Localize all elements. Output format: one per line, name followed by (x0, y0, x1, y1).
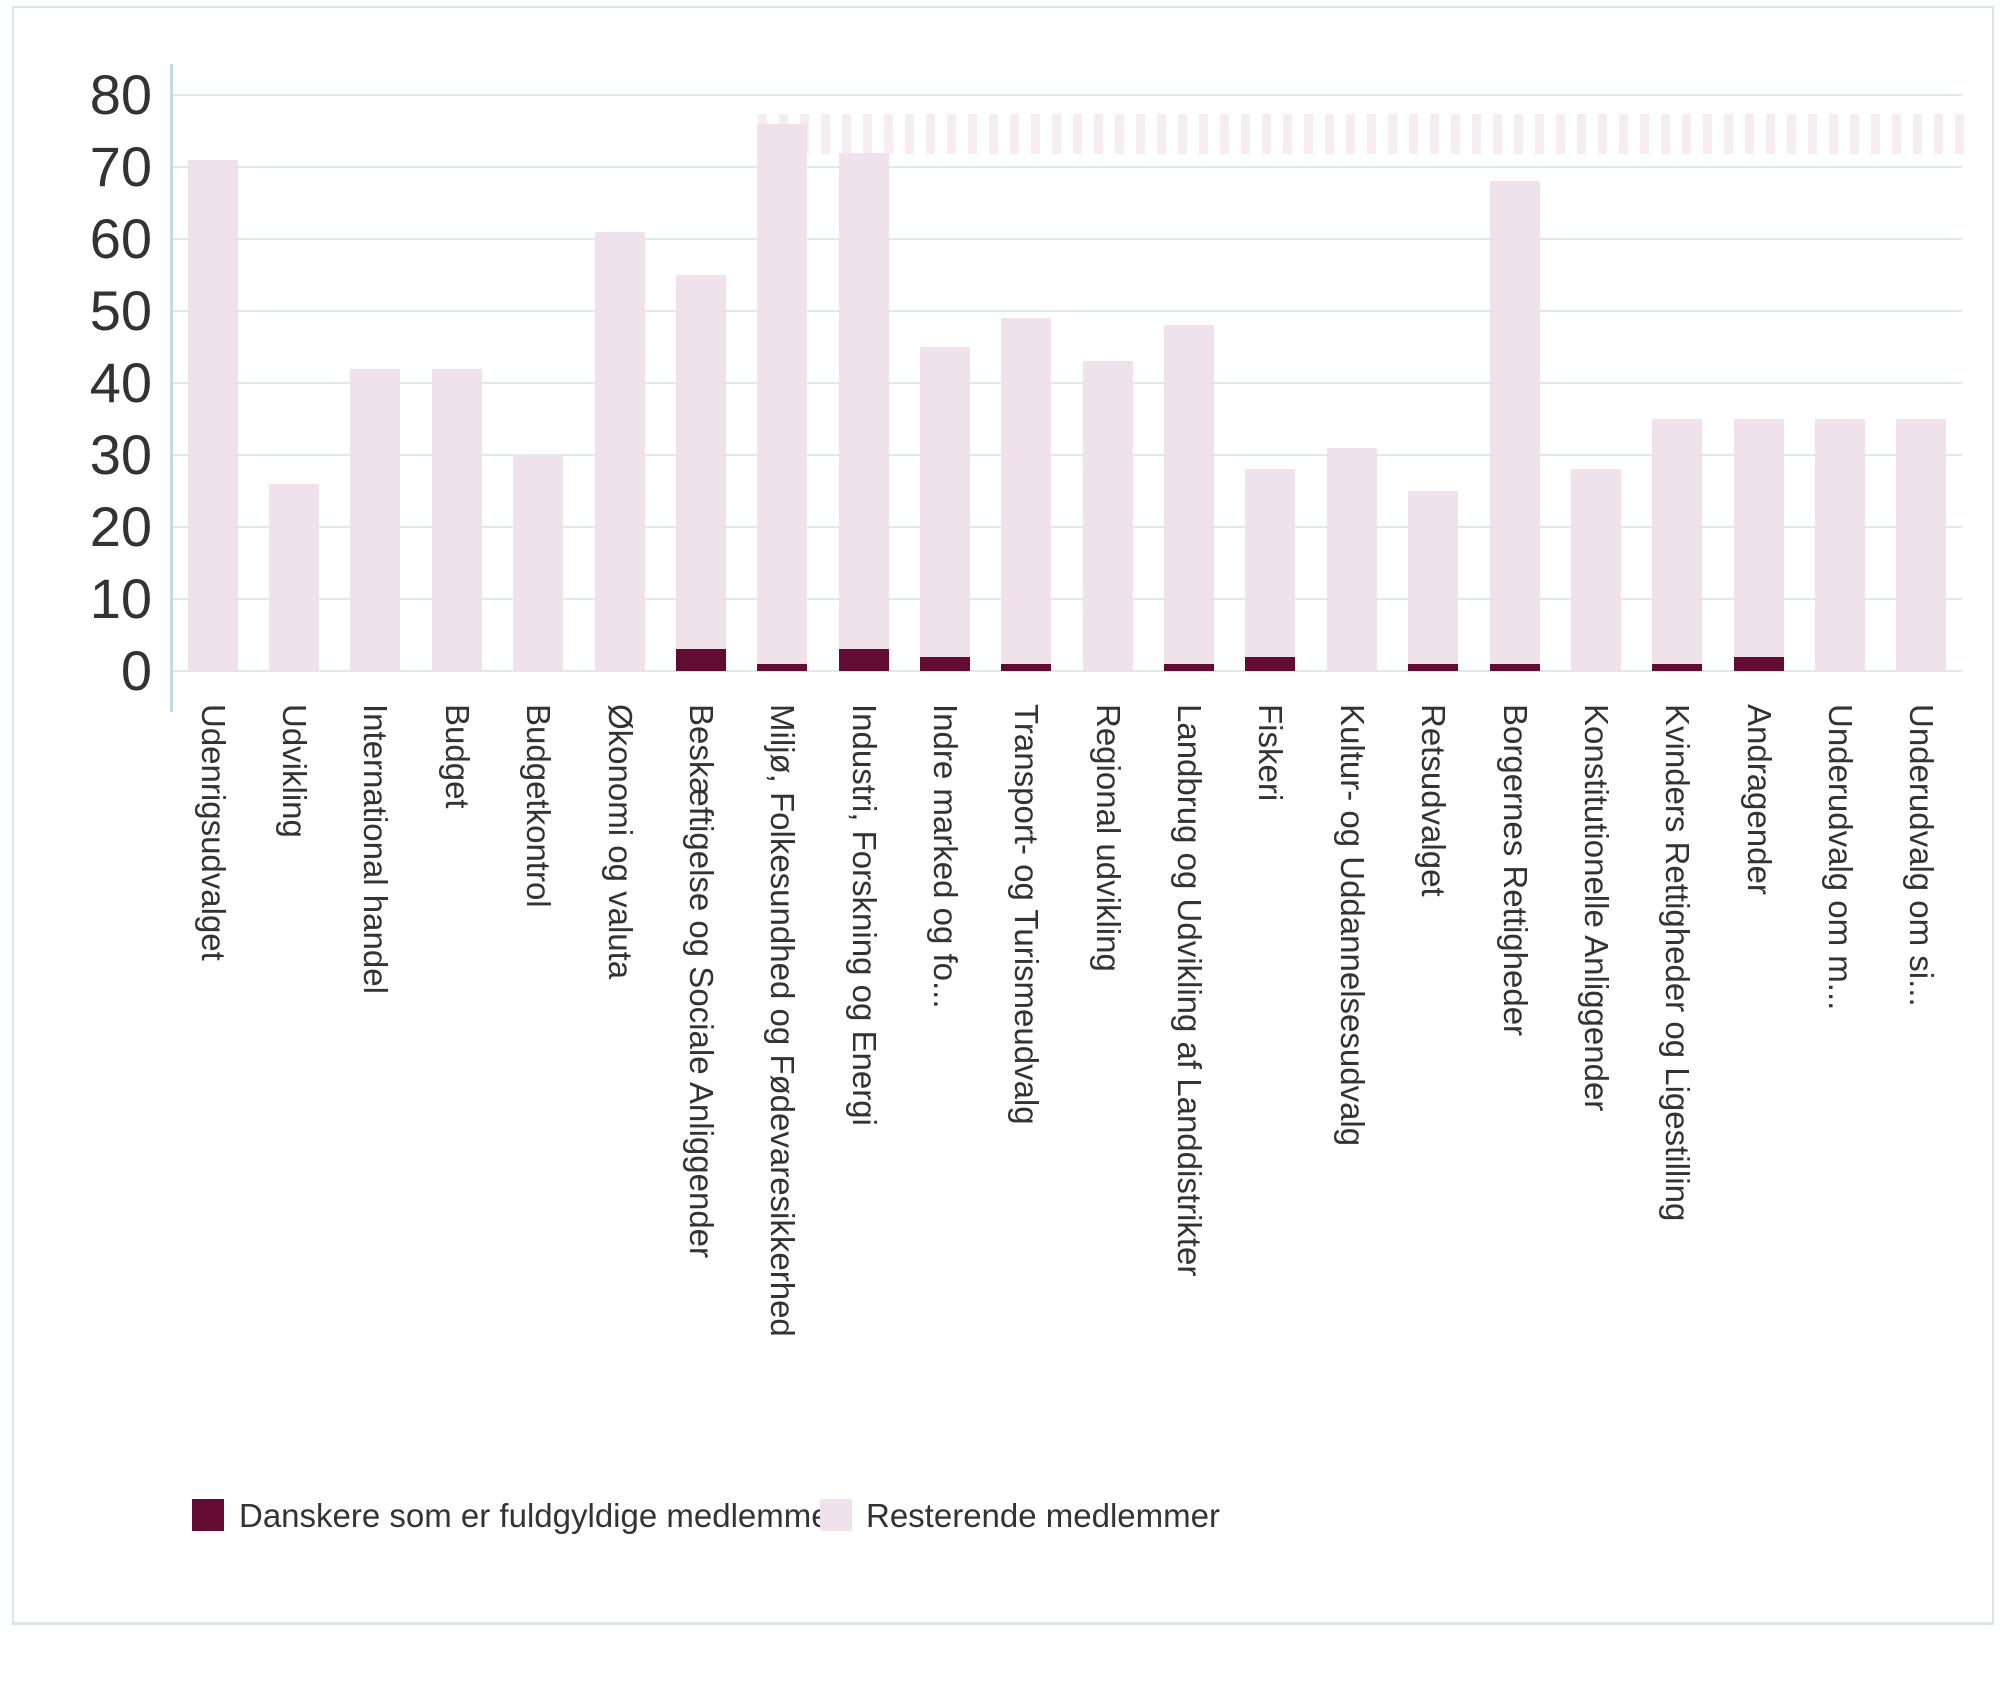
bar-segment-danskere (675, 649, 726, 671)
bar-segment-resterende (1814, 419, 1865, 671)
texture-artifact-dashes (758, 114, 1972, 154)
x-category-label: Borgernes Rettigheder (1496, 704, 1534, 1037)
bar-segment-resterende (269, 483, 320, 671)
chart-frame: 0 10 20 30 40 50 60 70 80 Udenrigsudvalget Udvikli… (12, 6, 1994, 1625)
bar-segment-danskere (1489, 663, 1540, 671)
x-category-label: Underudvalg om m... (1821, 704, 1859, 1011)
bar-segment-danskere (838, 649, 889, 671)
bar-segment-resterende (594, 231, 645, 671)
y-tick-label: 20 (89, 495, 152, 558)
bar-segment-resterende (513, 455, 564, 671)
x-category-label: Regional udvikling (1089, 704, 1127, 972)
gridline (172, 94, 1962, 96)
y-tick-label: 60 (89, 207, 152, 270)
x-category-label: Andragender (1740, 704, 1778, 895)
bar-segment-danskere (757, 663, 808, 671)
legend-label-resterende: Resterende medlemmer (866, 1497, 1220, 1534)
bar-segment-danskere (1164, 663, 1215, 671)
x-category-label: Budgetkontrol (520, 704, 558, 908)
bar-segment-danskere (1733, 656, 1784, 671)
bar-segment-resterende (1733, 419, 1784, 657)
bar-segment-resterende (1896, 419, 1947, 671)
x-category-label: Miljø, Folkesundhed og Fødevaresikkerhed (764, 704, 802, 1337)
legend-swatch-resterende (820, 1499, 852, 1531)
y-axis-line (170, 64, 173, 712)
y-tick-label: 70 (89, 135, 152, 198)
gridline (172, 382, 1962, 384)
gridline (172, 454, 1962, 456)
bar-segment-resterende (1326, 447, 1377, 671)
y-tick-label: 30 (89, 423, 152, 486)
bar-segment-resterende (1164, 325, 1215, 664)
bar-segment-resterende (1408, 491, 1459, 664)
legend-label-danskere: Danskere som er fuldgyldige medlemmer (239, 1497, 841, 1534)
y-tick-label: 80 (89, 63, 152, 126)
gridline (172, 310, 1962, 312)
bar-segment-resterende (431, 368, 482, 671)
x-category-label: Kultur- og Uddannelsesudvalg (1333, 704, 1371, 1147)
x-category-label: Budget (438, 704, 476, 809)
x-category-label: Økonomi og valuta (601, 704, 639, 980)
x-category-label: Fiskeri (1252, 704, 1290, 802)
bar-segment-danskere (1408, 663, 1459, 671)
bar-segment-resterende (675, 275, 726, 650)
bar-segment-danskere (1245, 656, 1296, 671)
bar-segment-resterende (1082, 361, 1133, 671)
x-category-label: Udvikling (276, 704, 314, 838)
x-category-label: Landbrug og Udvikling af Landdistrikter (1171, 704, 1209, 1277)
x-category-label: Kvinders Rettigheder og Ligestilling (1659, 704, 1697, 1222)
bar-segment-resterende (1652, 419, 1703, 664)
bar-segment-resterende (838, 152, 889, 650)
legend-swatch-danskere (192, 1499, 224, 1531)
x-category-label: Beskæftigelse og Sociale Anliggender (682, 704, 720, 1259)
x-category-label: Industri, Forskning og Energi (845, 704, 883, 1126)
bar-segment-resterende (1001, 318, 1052, 664)
gridline (172, 670, 1962, 672)
bar-segment-danskere (1001, 663, 1052, 671)
bar-segment-danskere (1652, 663, 1703, 671)
x-category-label: Indre marked og fo... (926, 704, 964, 1009)
gridline (172, 166, 1962, 168)
x-category-label: Retsudvalget (1415, 704, 1453, 897)
bar-segment-resterende (187, 159, 238, 671)
gridline (172, 238, 1962, 240)
bar-segment-resterende (1489, 181, 1540, 664)
gridline (172, 526, 1962, 528)
y-tick-label: 50 (89, 279, 152, 342)
y-tick-label: 0 (120, 639, 152, 702)
y-tick-label: 10 (89, 567, 152, 630)
x-category-label: Underudvalg om si... (1903, 704, 1941, 1007)
bar-segment-resterende (1570, 469, 1621, 671)
x-category-label: International handel (357, 704, 395, 994)
bar-segment-resterende (1245, 469, 1296, 657)
bar-segment-danskere (919, 656, 970, 671)
bar-segment-resterende (919, 347, 970, 657)
x-category-label: Udenrigsudvalget (194, 704, 232, 961)
bar-segment-resterende (350, 368, 401, 671)
x-category-label: Transport- og Turismeudvalg (1008, 704, 1046, 1125)
x-category-label: Konstitutionelle Anliggender (1577, 704, 1615, 1112)
bar-segment-resterende (757, 123, 808, 664)
y-tick-label: 40 (89, 351, 152, 414)
gridline (172, 598, 1962, 600)
